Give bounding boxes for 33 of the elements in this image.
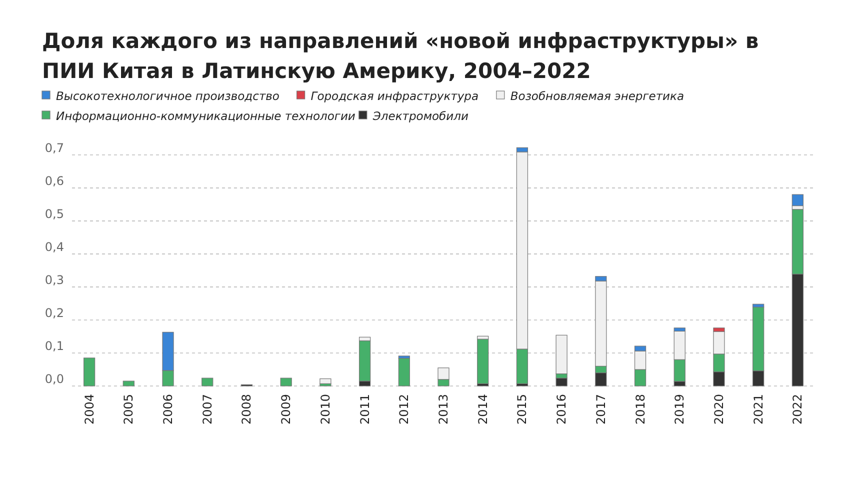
legend-label: Информационно-коммуникационные технологии: [56, 109, 356, 123]
x-tick-label: 2014: [476, 394, 490, 425]
y-tick-label: 0,0: [44, 372, 64, 386]
legend-label: Городская инфраструктура: [310, 89, 479, 103]
x-tick-label: 2021: [751, 394, 766, 425]
y-tick-label: 0,5: [44, 206, 64, 221]
y-tick-label: 0,2: [44, 306, 64, 320]
x-tick-label: 2012: [397, 394, 412, 425]
x-tick-label: 2006: [161, 394, 176, 425]
x-tick-label: 2011: [358, 394, 372, 425]
chart-title: Доля каждого из направлений «новой инфраструктуры» в ПИИ Китая в Латинскую Америку, 2004–2022: [42, 29, 759, 83]
x-tick-label: 2017: [594, 394, 608, 425]
x-tick-label: 2007: [200, 394, 214, 425]
y-tick-label: 0,3: [44, 272, 64, 287]
x-tick-label: 2008: [240, 394, 254, 425]
y-tick-label: 0,7: [44, 140, 64, 155]
x-tick-label: 2022: [790, 394, 805, 425]
x-tick-label: 2020: [712, 394, 726, 425]
x-tick-label: 2019: [672, 394, 687, 425]
x-tick-label: 2009: [279, 394, 294, 425]
x-tick-label: 2015: [515, 394, 530, 425]
y-tick-label: 0,4: [44, 240, 64, 254]
y-tick-label: 0,6: [44, 174, 64, 188]
x-tick-label: 2018: [633, 394, 648, 425]
x-tick-label: 2010: [318, 394, 332, 425]
legend-label: Электромобили: [372, 109, 469, 123]
legend-label: Возобновляемая энергетика: [510, 89, 684, 103]
y-tick-label: 0,1: [44, 338, 64, 353]
x-tick-label: 2005: [122, 394, 136, 425]
x-tick-label: 2016: [554, 394, 569, 425]
legend-label: Высокотехнологичное производство: [56, 89, 280, 103]
x-tick-label: 2013: [436, 394, 450, 425]
x-tick-label: 2004: [82, 394, 96, 425]
